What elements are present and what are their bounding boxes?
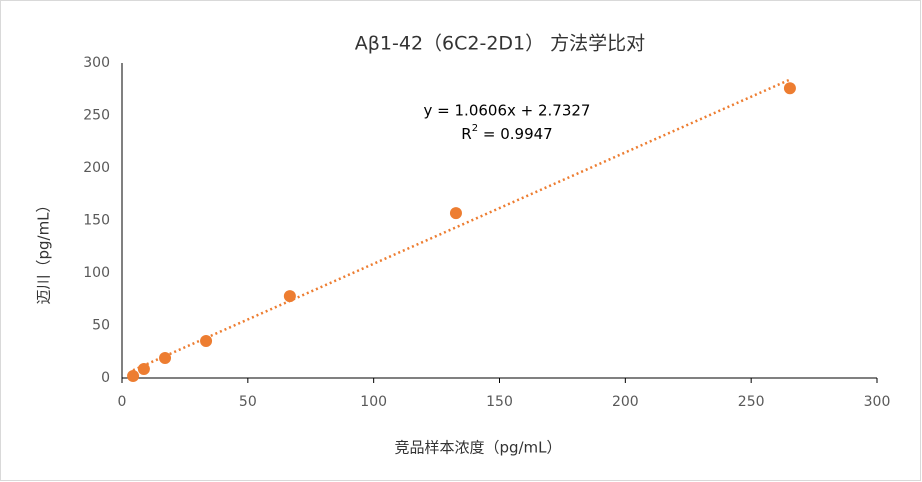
y-tick-label: 50	[92, 318, 110, 334]
y-axis-label: 迈川（pg/mL）	[35, 197, 53, 304]
x-axis-label: 竞品样本浓度（pg/mL）	[394, 439, 561, 457]
r-squared: R2 = 0.9947	[461, 123, 552, 143]
r-squared-sup: 2	[472, 123, 478, 134]
data-point	[200, 335, 213, 348]
x-tick-label: 100	[360, 394, 387, 410]
y-tick-label: 250	[83, 108, 110, 124]
y-tick-label: 0	[101, 370, 110, 386]
x-tick-label: 250	[738, 394, 765, 410]
x-tick-label: 200	[612, 394, 639, 410]
y-tick-label: 200	[83, 160, 110, 176]
y-tick-label: 150	[83, 213, 110, 229]
r-squared-r: R	[461, 125, 471, 143]
data-point	[783, 82, 796, 95]
data-point	[283, 290, 296, 303]
data-point	[127, 370, 140, 383]
x-tick-label: 300	[864, 394, 891, 410]
x-tick-label: 0	[118, 394, 127, 410]
data-point	[159, 352, 172, 365]
chart-title: Aβ1-42（6C2-2D1） 方法学比对	[355, 33, 645, 55]
trend-equation: y = 1.0606x + 2.7327	[424, 102, 591, 120]
r-squared-value: = 0.9947	[478, 125, 553, 143]
data-point	[137, 362, 150, 375]
y-tick-label: 100	[83, 265, 110, 281]
x-tick-label: 150	[486, 394, 513, 410]
data-point	[449, 207, 462, 220]
x-tick-label: 50	[239, 394, 257, 410]
y-tick-label: 300	[83, 55, 110, 71]
